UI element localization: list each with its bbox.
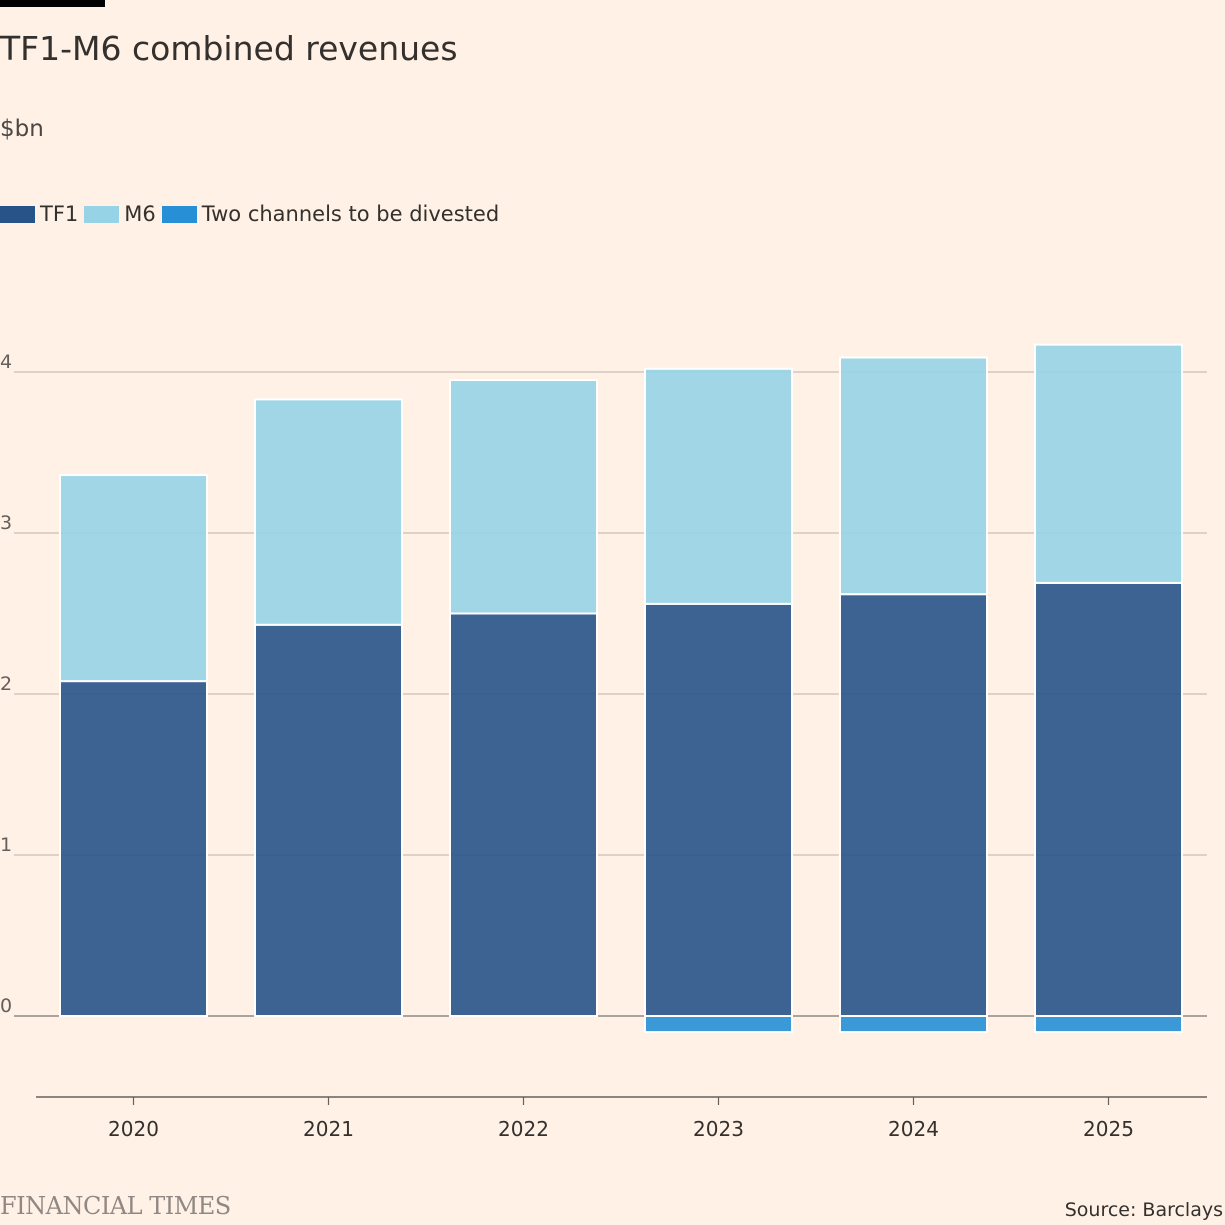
- bar-tf1-2022: [449, 612, 598, 1017]
- x-tick-label-2020: 2020: [108, 1117, 159, 1141]
- bar-m6-2022: [449, 379, 598, 615]
- legend-item-divested: Two channels to be divested: [161, 202, 500, 226]
- legend-swatch-tf1: [0, 205, 35, 223]
- bar-m6-2023: [644, 367, 793, 605]
- y-tick-label-4: 4: [0, 351, 12, 373]
- bar-two-channels-to-be-divested-2024: [839, 1015, 988, 1034]
- chart-legend: TF1 M6 Two channels to be divested: [0, 199, 505, 229]
- legend-label-m6: M6: [124, 202, 156, 226]
- bar-m6-2025: [1034, 343, 1183, 584]
- top-accent-bar: [0, 0, 105, 7]
- bar-tf1-2025: [1034, 581, 1183, 1017]
- legend-item-m6: M6: [84, 202, 156, 226]
- bar-two-channels-to-be-divested-2025: [1034, 1015, 1183, 1034]
- bar-tf1-2020: [59, 680, 208, 1017]
- y-tick-label-0: 0: [0, 995, 12, 1017]
- source-note: Source: Barclays: [1064, 1199, 1223, 1221]
- bar-tf1-2023: [644, 602, 793, 1018]
- legend-label-tf1: TF1: [40, 202, 79, 226]
- bar-tf1-2024: [839, 593, 988, 1017]
- legend-swatch-divested: [161, 205, 197, 223]
- y-tick-label-2: 2: [0, 673, 12, 695]
- ft-logo: FINANCIAL TIMES: [0, 1192, 231, 1220]
- bar-m6-2020: [59, 474, 208, 683]
- chart-title: TF1-M6 combined revenues: [0, 29, 458, 68]
- x-tick-label-2022: 2022: [498, 1117, 549, 1141]
- x-tick-label-2025: 2025: [1083, 1117, 1134, 1141]
- chart-subtitle: $bn: [0, 116, 44, 142]
- bar-m6-2024: [839, 356, 988, 596]
- legend-label-divested: Two channels to be divested: [201, 202, 500, 226]
- x-tick-label-2023: 2023: [693, 1117, 744, 1141]
- x-tick-label-2021: 2021: [303, 1117, 354, 1141]
- bar-tf1-2021: [254, 623, 403, 1018]
- y-tick-label-3: 3: [0, 512, 12, 534]
- bar-two-channels-to-be-divested-2023: [644, 1015, 793, 1034]
- x-tick-label-2024: 2024: [888, 1117, 939, 1141]
- legend-item-tf1: TF1: [0, 202, 78, 226]
- legend-swatch-m6: [84, 205, 120, 223]
- bar-m6-2021: [254, 398, 403, 626]
- y-tick-label-1: 1: [0, 834, 12, 856]
